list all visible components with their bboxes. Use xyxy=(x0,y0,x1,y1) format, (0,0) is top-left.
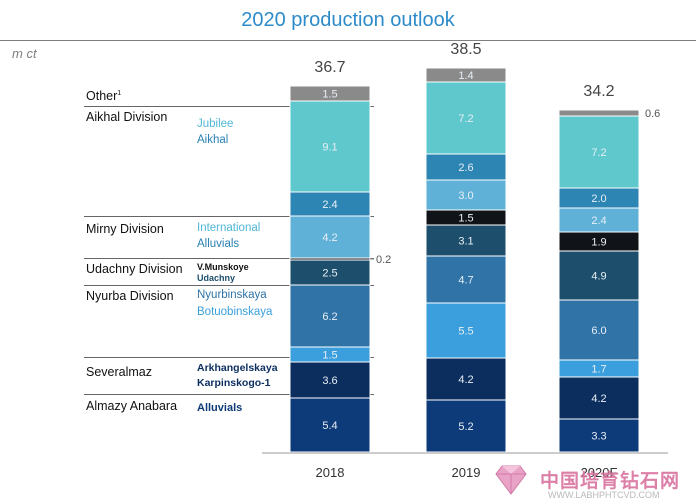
data-label: 4.2 xyxy=(458,374,473,386)
data-label: 1.9 xyxy=(591,237,606,249)
bar-segment xyxy=(558,299,640,361)
legend-international: International xyxy=(197,222,261,234)
data-label: 4.9 xyxy=(591,271,606,283)
data-label: 5.5 xyxy=(458,326,473,338)
data-label: 0.6 xyxy=(645,108,660,120)
bar-segment xyxy=(425,399,507,453)
bar-segment xyxy=(425,224,507,257)
legend-anabara-alluvials: Alluvials xyxy=(197,402,243,414)
legend-arkhangelskaya: Arkhangelskaya xyxy=(197,362,278,374)
total-label: 34.2 xyxy=(583,83,614,100)
data-label: 2.5 xyxy=(322,268,337,280)
legend-aikhal-division: Aikhal Division xyxy=(86,110,168,124)
total-label: 36.7 xyxy=(314,59,345,76)
legend-other-footnote: 1 xyxy=(117,89,122,97)
legend-other: Other1 xyxy=(86,89,121,103)
bar-segment xyxy=(558,109,640,117)
data-label: 3.3 xyxy=(591,431,606,443)
data-label: 4.7 xyxy=(458,275,473,287)
bar-segment xyxy=(558,207,640,233)
legend-udachny: Udachny xyxy=(197,273,236,283)
bar-segment xyxy=(558,376,640,420)
legend-separator xyxy=(84,258,374,259)
data-label: 6.0 xyxy=(591,325,606,337)
legend-nyurba-division: Nyurba Division xyxy=(86,289,174,303)
legend-mirny-division: Mirny Division xyxy=(86,222,164,236)
bar-segment xyxy=(289,361,371,399)
bar-segment xyxy=(425,302,507,359)
legend-aikhal: Aikhal xyxy=(197,134,229,146)
data-label: 5.4 xyxy=(322,420,337,432)
bar-segment xyxy=(425,81,507,155)
legend-karpinskogo: Karpinskogo-1 xyxy=(197,377,271,389)
data-label: 7.2 xyxy=(458,113,473,125)
data-label: 2.4 xyxy=(322,199,337,211)
legend-nyurbinskaya: Nyurbinskaya xyxy=(197,289,267,301)
data-label: 5.2 xyxy=(458,421,473,433)
bar-segment xyxy=(289,100,371,193)
data-label: 4.2 xyxy=(322,232,337,244)
data-label: 0.2 xyxy=(376,254,391,266)
bar-segment xyxy=(425,357,507,401)
bar-segment xyxy=(425,179,507,211)
data-label: 9.1 xyxy=(322,142,337,154)
legend-jubilee: Jubilee xyxy=(197,118,234,130)
data-label: 2.6 xyxy=(458,162,473,174)
legend-mirny-alluvials: Alluvials xyxy=(197,238,240,250)
data-label: 2.0 xyxy=(591,193,606,205)
data-label: 3.1 xyxy=(458,236,473,248)
data-label: 6.2 xyxy=(322,311,337,323)
x-tick-label: 2019 xyxy=(452,465,481,480)
chart-title: 2020 production outlook xyxy=(241,9,455,31)
legend-botuobinskaya: Botuobinskaya xyxy=(197,306,273,318)
x-tick-label: 2018 xyxy=(316,465,345,480)
watermark-cn: 中国培育钻石网 xyxy=(540,471,681,492)
bar-segment xyxy=(425,153,507,181)
legend-udachny-division: Udachny Division xyxy=(86,262,183,276)
legend-v-munskoye: V.Munskoye xyxy=(197,262,249,272)
bar-segment xyxy=(425,67,507,83)
diamond-logo-icon xyxy=(494,462,528,496)
data-label: 1.4 xyxy=(458,70,473,82)
data-label: 3.0 xyxy=(458,190,473,202)
legend-separator xyxy=(84,357,374,358)
total-label: 38.5 xyxy=(450,41,481,58)
data-label: 4.2 xyxy=(591,393,606,405)
legend-almazy-anabara: Almazy Anabara xyxy=(86,399,178,413)
legend-severalmaz: Severalmaz xyxy=(86,365,152,379)
legend-separator xyxy=(84,216,374,217)
title-divider xyxy=(0,40,696,41)
data-label: 7.2 xyxy=(591,147,606,159)
bar-segment xyxy=(289,397,371,453)
legend-separator xyxy=(84,106,374,107)
data-label: 1.5 xyxy=(322,89,337,101)
bar-segment xyxy=(289,259,371,286)
unit-label: m ct xyxy=(12,46,37,61)
bar-segment xyxy=(289,215,371,259)
watermark-url: WWW.LABHPHTCVD.COM xyxy=(548,490,660,500)
data-label: 3.6 xyxy=(322,375,337,387)
legend-separator xyxy=(84,285,374,286)
bar-segment xyxy=(558,418,640,453)
bar-segment xyxy=(289,284,371,348)
data-label: 1.7 xyxy=(591,364,606,376)
data-label: 1.5 xyxy=(322,350,337,362)
bar-segment xyxy=(425,255,507,304)
bar-segment xyxy=(289,85,371,102)
legend-other-text: Other xyxy=(86,89,118,103)
data-label: 2.4 xyxy=(591,215,606,227)
bar-segment xyxy=(289,191,371,217)
x-tick-label: 2020F xyxy=(581,465,618,480)
data-label: 1.5 xyxy=(458,213,473,225)
legend-separator xyxy=(84,394,374,395)
